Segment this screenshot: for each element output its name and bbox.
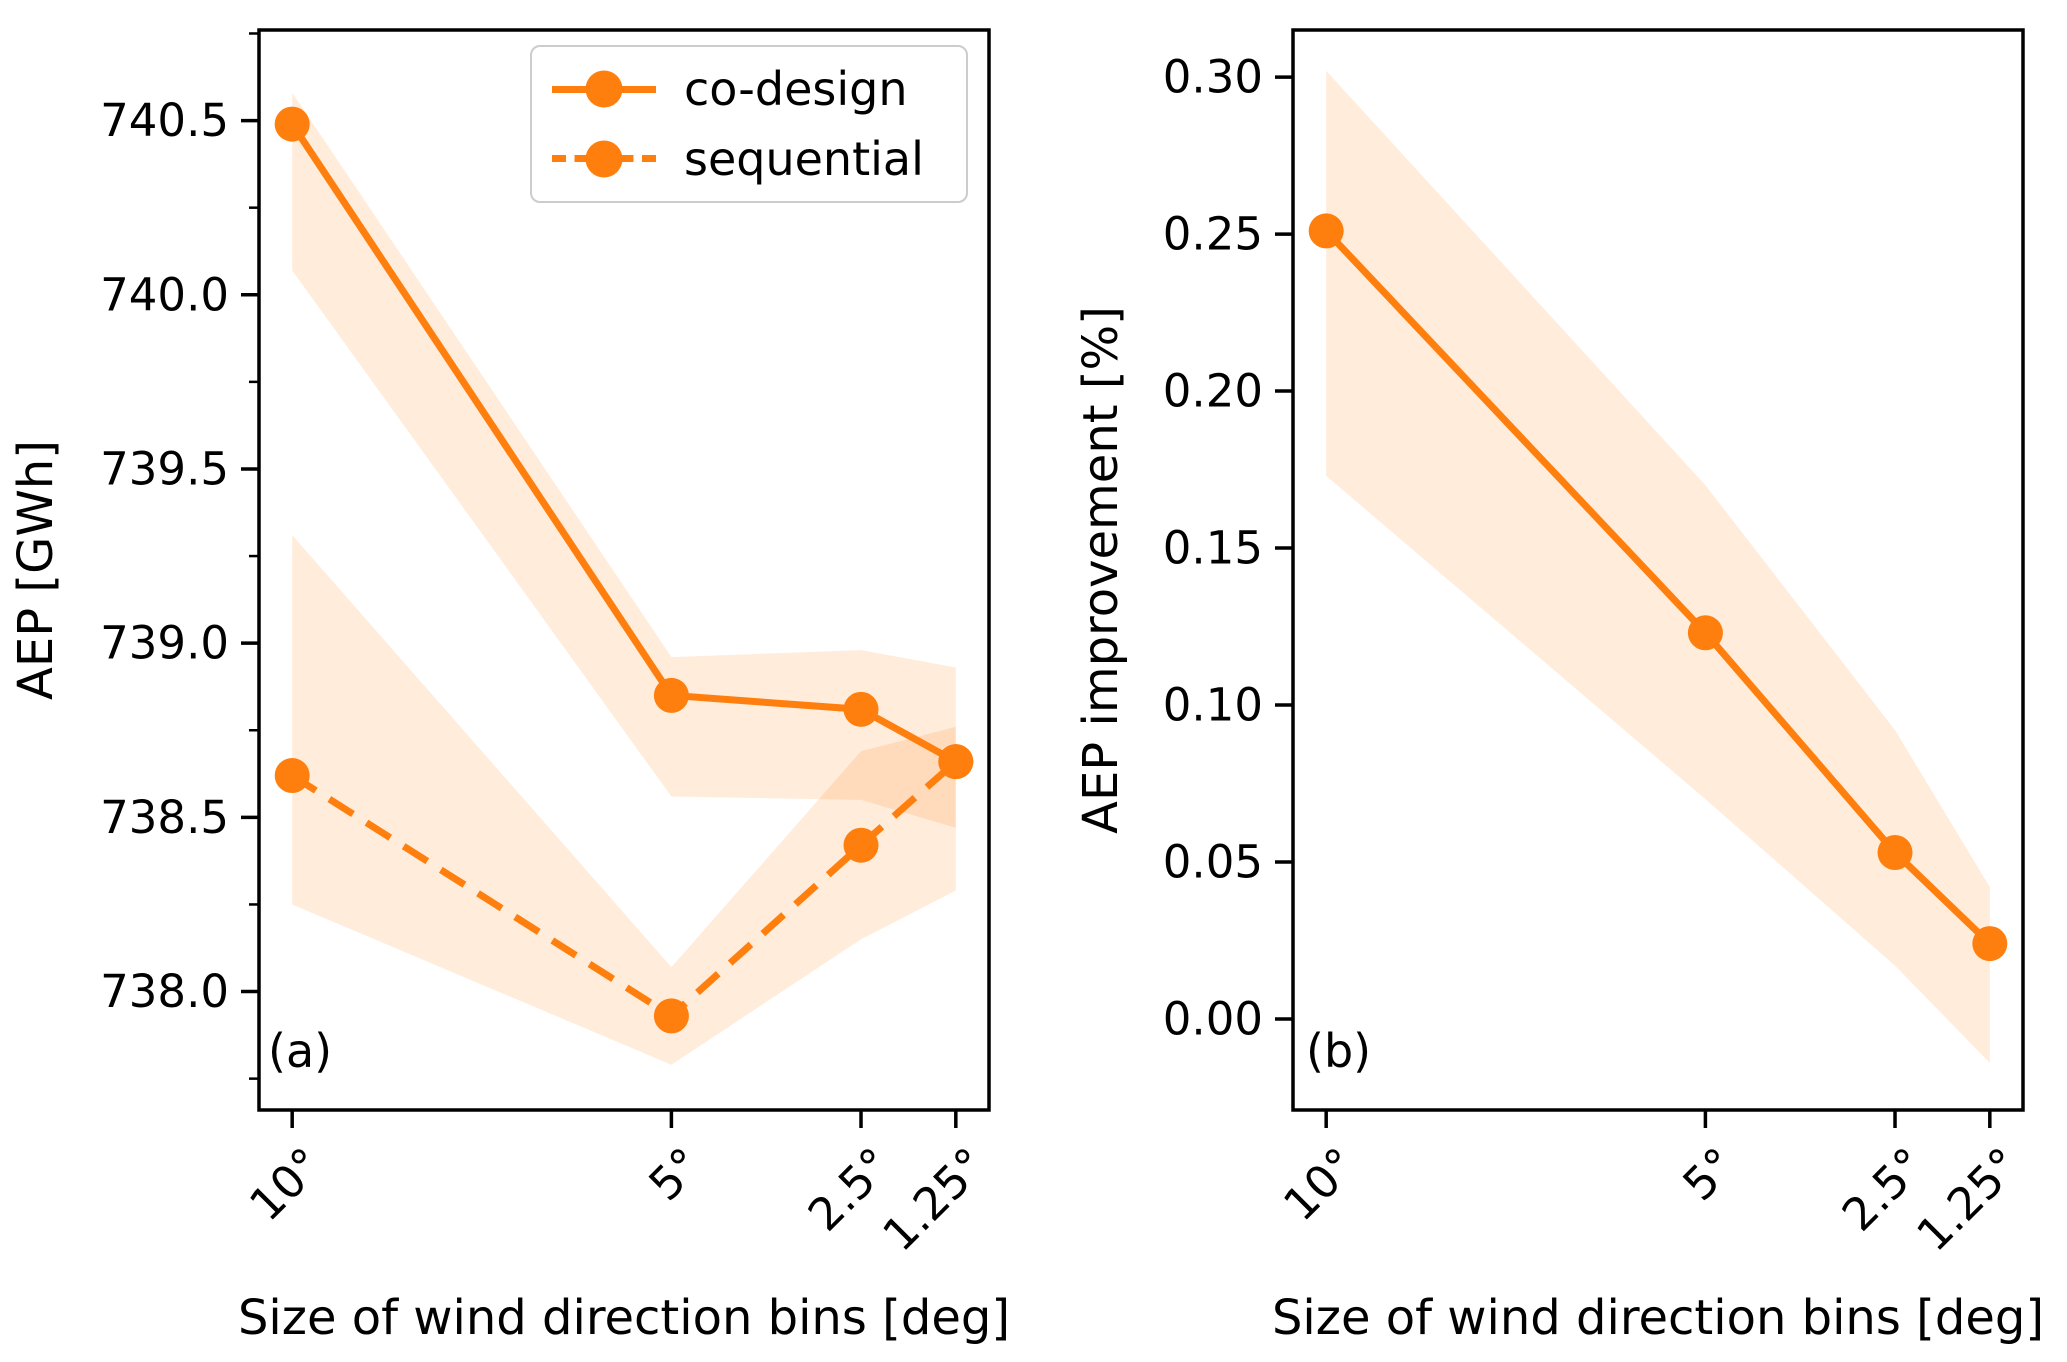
y-tick-label: 0.30 — [1163, 51, 1263, 104]
data-point-marker — [1308, 213, 1344, 249]
y-tick-label: 0.15 — [1163, 522, 1263, 575]
y-tick-label: 0.10 — [1163, 679, 1263, 732]
x-tick-label: 5° — [1673, 1137, 1747, 1211]
data-point-marker — [1687, 615, 1723, 651]
panel-annotation-b: (b) — [1306, 1024, 1372, 1078]
legend-entry-codesign: co-design — [552, 62, 946, 116]
y-tick-label: 738.0 — [100, 965, 229, 1018]
legend-label: co-design — [684, 62, 908, 117]
x-tick-label: 10° — [239, 1137, 333, 1231]
x-tick-label-group: 5° — [1673, 1137, 1747, 1211]
y-tick-label: 0.00 — [1163, 992, 1263, 1045]
legend: co-design sequential — [530, 45, 968, 203]
solid-line-marker-icon — [552, 70, 656, 108]
y-tick-label: 740.5 — [100, 94, 229, 147]
y-tick-label: 739.0 — [100, 617, 229, 670]
x-axis-label-a: Size of wind direction bins [deg] — [237, 1290, 1011, 1346]
data-point-marker — [1972, 926, 2008, 962]
axes-frame — [257, 28, 991, 1112]
x-axis-label-b: Size of wind direction bins [deg] — [1271, 1290, 2045, 1346]
uncertainty-band — [1326, 70, 1990, 1063]
y-tick-label: 0.20 — [1163, 365, 1263, 418]
y-tick-label: 740.0 — [100, 268, 229, 321]
uncertainty-band — [292, 92, 956, 828]
series-line-dashed — [290, 758, 959, 1021]
x-tick-label-group: 10° — [1273, 1137, 1367, 1231]
series-line-solid — [289, 122, 958, 765]
legend-label: sequential — [684, 131, 924, 186]
y-tick-label: 739.5 — [100, 442, 229, 495]
y-tick-label: 0.25 — [1163, 208, 1263, 261]
panel-annotation-a: (a) — [268, 1024, 333, 1078]
data-point-marker — [274, 106, 310, 142]
x-tick-label: 1.25° — [872, 1137, 996, 1261]
circle-marker-icon — [585, 140, 623, 178]
x-tick-label: 10° — [1273, 1137, 1367, 1231]
y-axis-label-a: AEP [GWh] — [8, 440, 64, 700]
y-axis-label-b: AEP improvement [%] — [1073, 306, 1129, 834]
y-tick-label: 738.5 — [100, 791, 229, 844]
legend-entry-sequential: sequential — [552, 132, 946, 186]
circle-marker-icon — [585, 70, 623, 108]
data-point-marker — [938, 744, 974, 780]
x-tick-label: 5° — [639, 1137, 713, 1211]
series-line-solid — [1323, 228, 1993, 947]
x-tick-label-group: 1.25° — [1906, 1137, 2030, 1261]
data-point-marker — [1877, 835, 1913, 871]
x-tick-label-group: 1.25° — [872, 1137, 996, 1261]
x-tick-label: 1.25° — [1906, 1137, 2030, 1261]
axes-frame — [1291, 28, 2025, 1112]
x-tick-label-group: 5° — [639, 1137, 713, 1211]
x-tick-label-group: 10° — [239, 1137, 333, 1231]
data-point-marker — [843, 691, 879, 727]
data-point-marker — [843, 827, 879, 863]
y-tick-label: 0.05 — [1163, 835, 1263, 888]
dashed-line-marker-icon — [552, 140, 656, 178]
data-point-marker — [274, 758, 310, 794]
data-point-marker — [653, 998, 689, 1034]
data-point-marker — [653, 677, 689, 713]
uncertainty-band — [292, 535, 956, 1065]
